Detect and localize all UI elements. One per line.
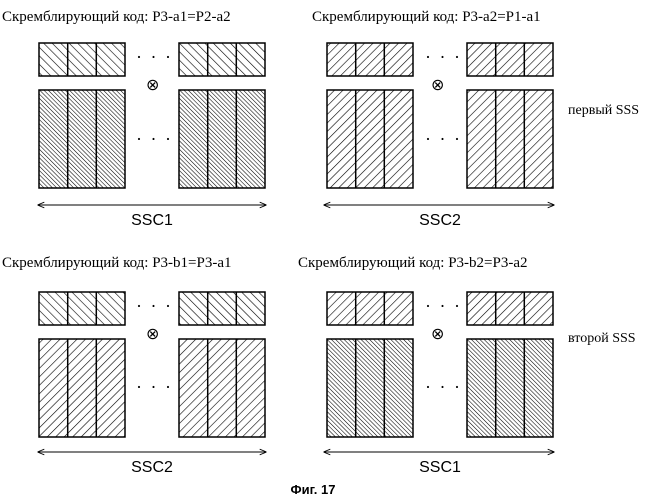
ellipsis: · · · xyxy=(136,377,173,397)
ssc-label: SSC1 xyxy=(131,212,173,229)
xor-operator-icon: ⊗ xyxy=(146,75,159,94)
ssc-label: SSC2 xyxy=(419,212,461,229)
ellipsis: · · · xyxy=(136,296,173,316)
panel-top-right: Скремблирующий код: P3-a2=P1-a1 · · · ⊗ … xyxy=(312,9,554,229)
side-label-first-sss: первый SSS xyxy=(568,103,639,118)
panel-title: Скремблирующий код: P3-b2=P3-a2 xyxy=(298,255,528,271)
ellipsis: · · · xyxy=(136,129,173,149)
panel-title: Скремблирующий код: P3-b1=P3-a1 xyxy=(2,255,232,271)
ellipsis: · · · xyxy=(425,377,462,397)
panel-bottom-right: Скремблирующий код: P3-b2=P3-a2 · · · ⊗ … xyxy=(298,255,554,476)
ellipsis: · · · xyxy=(425,47,462,67)
ssc-label: SSC2 xyxy=(131,459,173,476)
panel-title: Скремблирующий код: P3-a2=P1-a1 xyxy=(312,9,541,25)
ellipsis: · · · xyxy=(425,296,462,316)
xor-operator-icon: ⊗ xyxy=(431,324,444,343)
xor-operator-icon: ⊗ xyxy=(146,324,159,343)
ellipsis: · · · xyxy=(425,129,462,149)
panel-title: Скремблирующий код: P3-a1=P2-a2 xyxy=(2,9,231,25)
xor-operator-icon: ⊗ xyxy=(431,75,444,94)
ellipsis: · · · xyxy=(136,47,173,67)
side-label-second-sss: второй SSS xyxy=(568,331,636,346)
figure-caption: Фиг. 17 xyxy=(291,482,336,497)
panel-bottom-left: Скремблирующий код: P3-b1=P3-a1 · · · ⊗ … xyxy=(2,255,266,476)
panel-top-left: Скремблирующий код: P3-a1=P2-a2 · · · ⊗ … xyxy=(2,9,266,229)
ssc-label: SSC1 xyxy=(419,459,461,476)
